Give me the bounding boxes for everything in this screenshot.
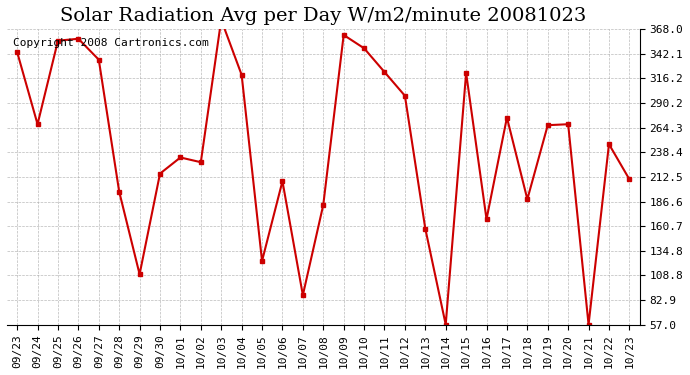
Text: Copyright 2008 Cartronics.com: Copyright 2008 Cartronics.com [13,38,209,48]
Title: Solar Radiation Avg per Day W/m2/minute 20081023: Solar Radiation Avg per Day W/m2/minute … [60,7,586,25]
